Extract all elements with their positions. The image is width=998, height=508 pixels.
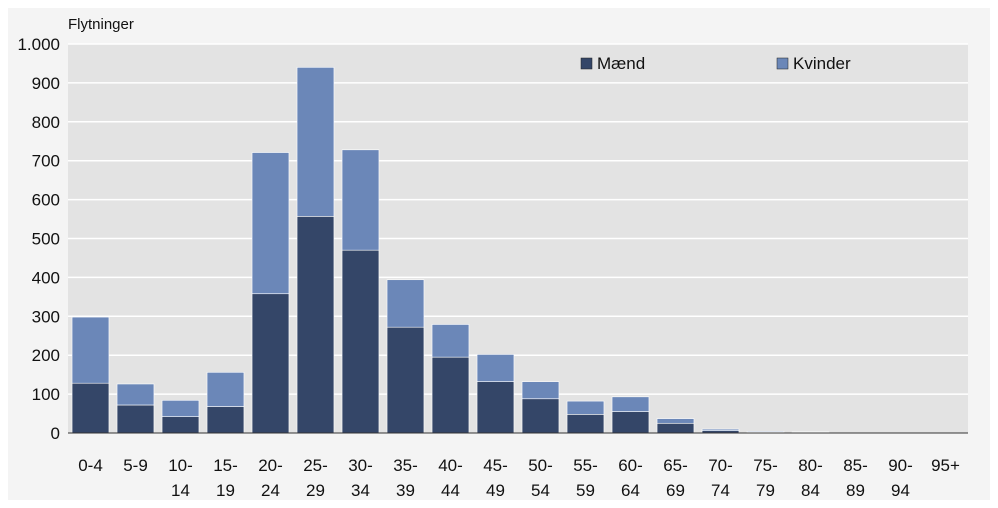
- x-tick-label: 20-: [258, 456, 283, 475]
- x-tick-label: 95+: [931, 456, 960, 475]
- legend-swatch-women: [776, 57, 789, 70]
- x-tick-label: 74: [711, 481, 730, 500]
- gridlines: [68, 43, 968, 395]
- x-tick-label: 35-: [393, 456, 418, 475]
- bar-men: [251, 293, 290, 434]
- x-tick-label: 90-: [888, 456, 913, 475]
- bar-men: [656, 422, 695, 434]
- y-axis-ticks: 0 100 200 300 400 500 600 700 800 900 1.000: [17, 35, 60, 443]
- y-tick-label: 0: [51, 424, 60, 443]
- x-axis-ticks: 0-4 5-9 10- 14 15- 19 20- 24 25- 29 30- 34 35- 39 40- 4…: [78, 456, 960, 500]
- x-tick-label: 94: [891, 481, 910, 500]
- y-axis-title: Flytninger: [68, 16, 134, 33]
- y-tick-label: 300: [32, 307, 60, 326]
- x-tick-label: 70-: [708, 456, 733, 475]
- bar-men: [431, 356, 470, 434]
- x-tick-label: 14: [171, 481, 190, 500]
- y-tick-label: 200: [32, 346, 60, 365]
- bar-women: [566, 400, 605, 415]
- bar-women: [251, 152, 290, 295]
- x-tick-label: 24: [261, 481, 280, 500]
- x-tick-label: 60-: [618, 456, 643, 475]
- x-tick-label: 80-: [798, 456, 823, 475]
- bar-men: [116, 404, 155, 434]
- x-tick-label: 29: [306, 481, 325, 500]
- x-tick-label: 44: [441, 481, 460, 500]
- y-tick-label: 800: [32, 113, 60, 132]
- x-tick-label: 0-4: [78, 456, 103, 475]
- bar-men: [71, 382, 110, 434]
- x-tick-label: 15-: [213, 456, 238, 475]
- bar-men: [341, 249, 380, 434]
- y-tick-label: 1.000: [17, 35, 60, 54]
- legend: Mænd Kvinder: [580, 54, 851, 73]
- bar-women: [161, 400, 200, 417]
- x-tick-label: 84: [801, 481, 820, 500]
- bar-men: [386, 326, 425, 434]
- y-tick-label: 900: [32, 74, 60, 93]
- legend-item-men: Mænd: [580, 54, 645, 73]
- x-tick-label: 59: [576, 481, 595, 500]
- y-tick-label: 400: [32, 268, 60, 287]
- x-tick-label: 40-: [438, 456, 463, 475]
- x-tick-label: 30-: [348, 456, 373, 475]
- bar-women: [206, 372, 245, 407]
- bar-women: [656, 418, 695, 424]
- bar-women: [386, 279, 425, 328]
- legend-label-men: Mænd: [597, 54, 645, 73]
- x-tick-label: 89: [846, 481, 865, 500]
- bar-women: [431, 324, 470, 358]
- y-tick-label: 500: [32, 230, 60, 249]
- bar-women: [476, 354, 515, 382]
- x-tick-label: 49: [486, 481, 505, 500]
- bar-women: [116, 383, 155, 406]
- bar-women: [746, 431, 785, 433]
- bar-men: [206, 406, 245, 434]
- x-tick-label: 5-9: [123, 456, 148, 475]
- bar-women: [341, 149, 380, 251]
- x-tick-label: 75-: [753, 456, 778, 475]
- bar-men: [296, 216, 335, 434]
- legend-item-women: Kvinder: [776, 54, 851, 73]
- y-tick-label: 100: [32, 385, 60, 404]
- x-tick-label: 39: [396, 481, 415, 500]
- bar-women: [611, 396, 650, 412]
- x-tick-label: 50-: [528, 456, 553, 475]
- y-tick-label: 700: [32, 152, 60, 171]
- x-tick-label: 19: [216, 481, 235, 500]
- bars: [71, 67, 830, 434]
- bar-men: [161, 416, 200, 434]
- legend-swatch-men: [580, 57, 593, 70]
- x-tick-label: 64: [621, 481, 640, 500]
- x-tick-label: 79: [756, 481, 775, 500]
- bar-men: [521, 398, 560, 434]
- x-tick-label: 54: [531, 481, 550, 500]
- bar-men: [566, 414, 605, 434]
- bar-men: [611, 411, 650, 434]
- x-tick-label: 25-: [303, 456, 328, 475]
- x-tick-label: 85-: [843, 456, 868, 475]
- legend-label-women: Kvinder: [793, 54, 851, 73]
- x-tick-label: 69: [666, 481, 685, 500]
- bar-men: [476, 381, 515, 434]
- y-tick-label: 600: [32, 191, 60, 210]
- x-tick-label: 10-: [168, 456, 193, 475]
- x-tick-label: 34: [351, 481, 370, 500]
- bar-women: [521, 381, 560, 400]
- bar-women: [296, 67, 335, 217]
- bar-women: [71, 316, 110, 384]
- x-tick-label: 65-: [663, 456, 688, 475]
- x-tick-label: 45-: [483, 456, 508, 475]
- bar-women: [701, 428, 740, 431]
- x-tick-label: 55-: [573, 456, 598, 475]
